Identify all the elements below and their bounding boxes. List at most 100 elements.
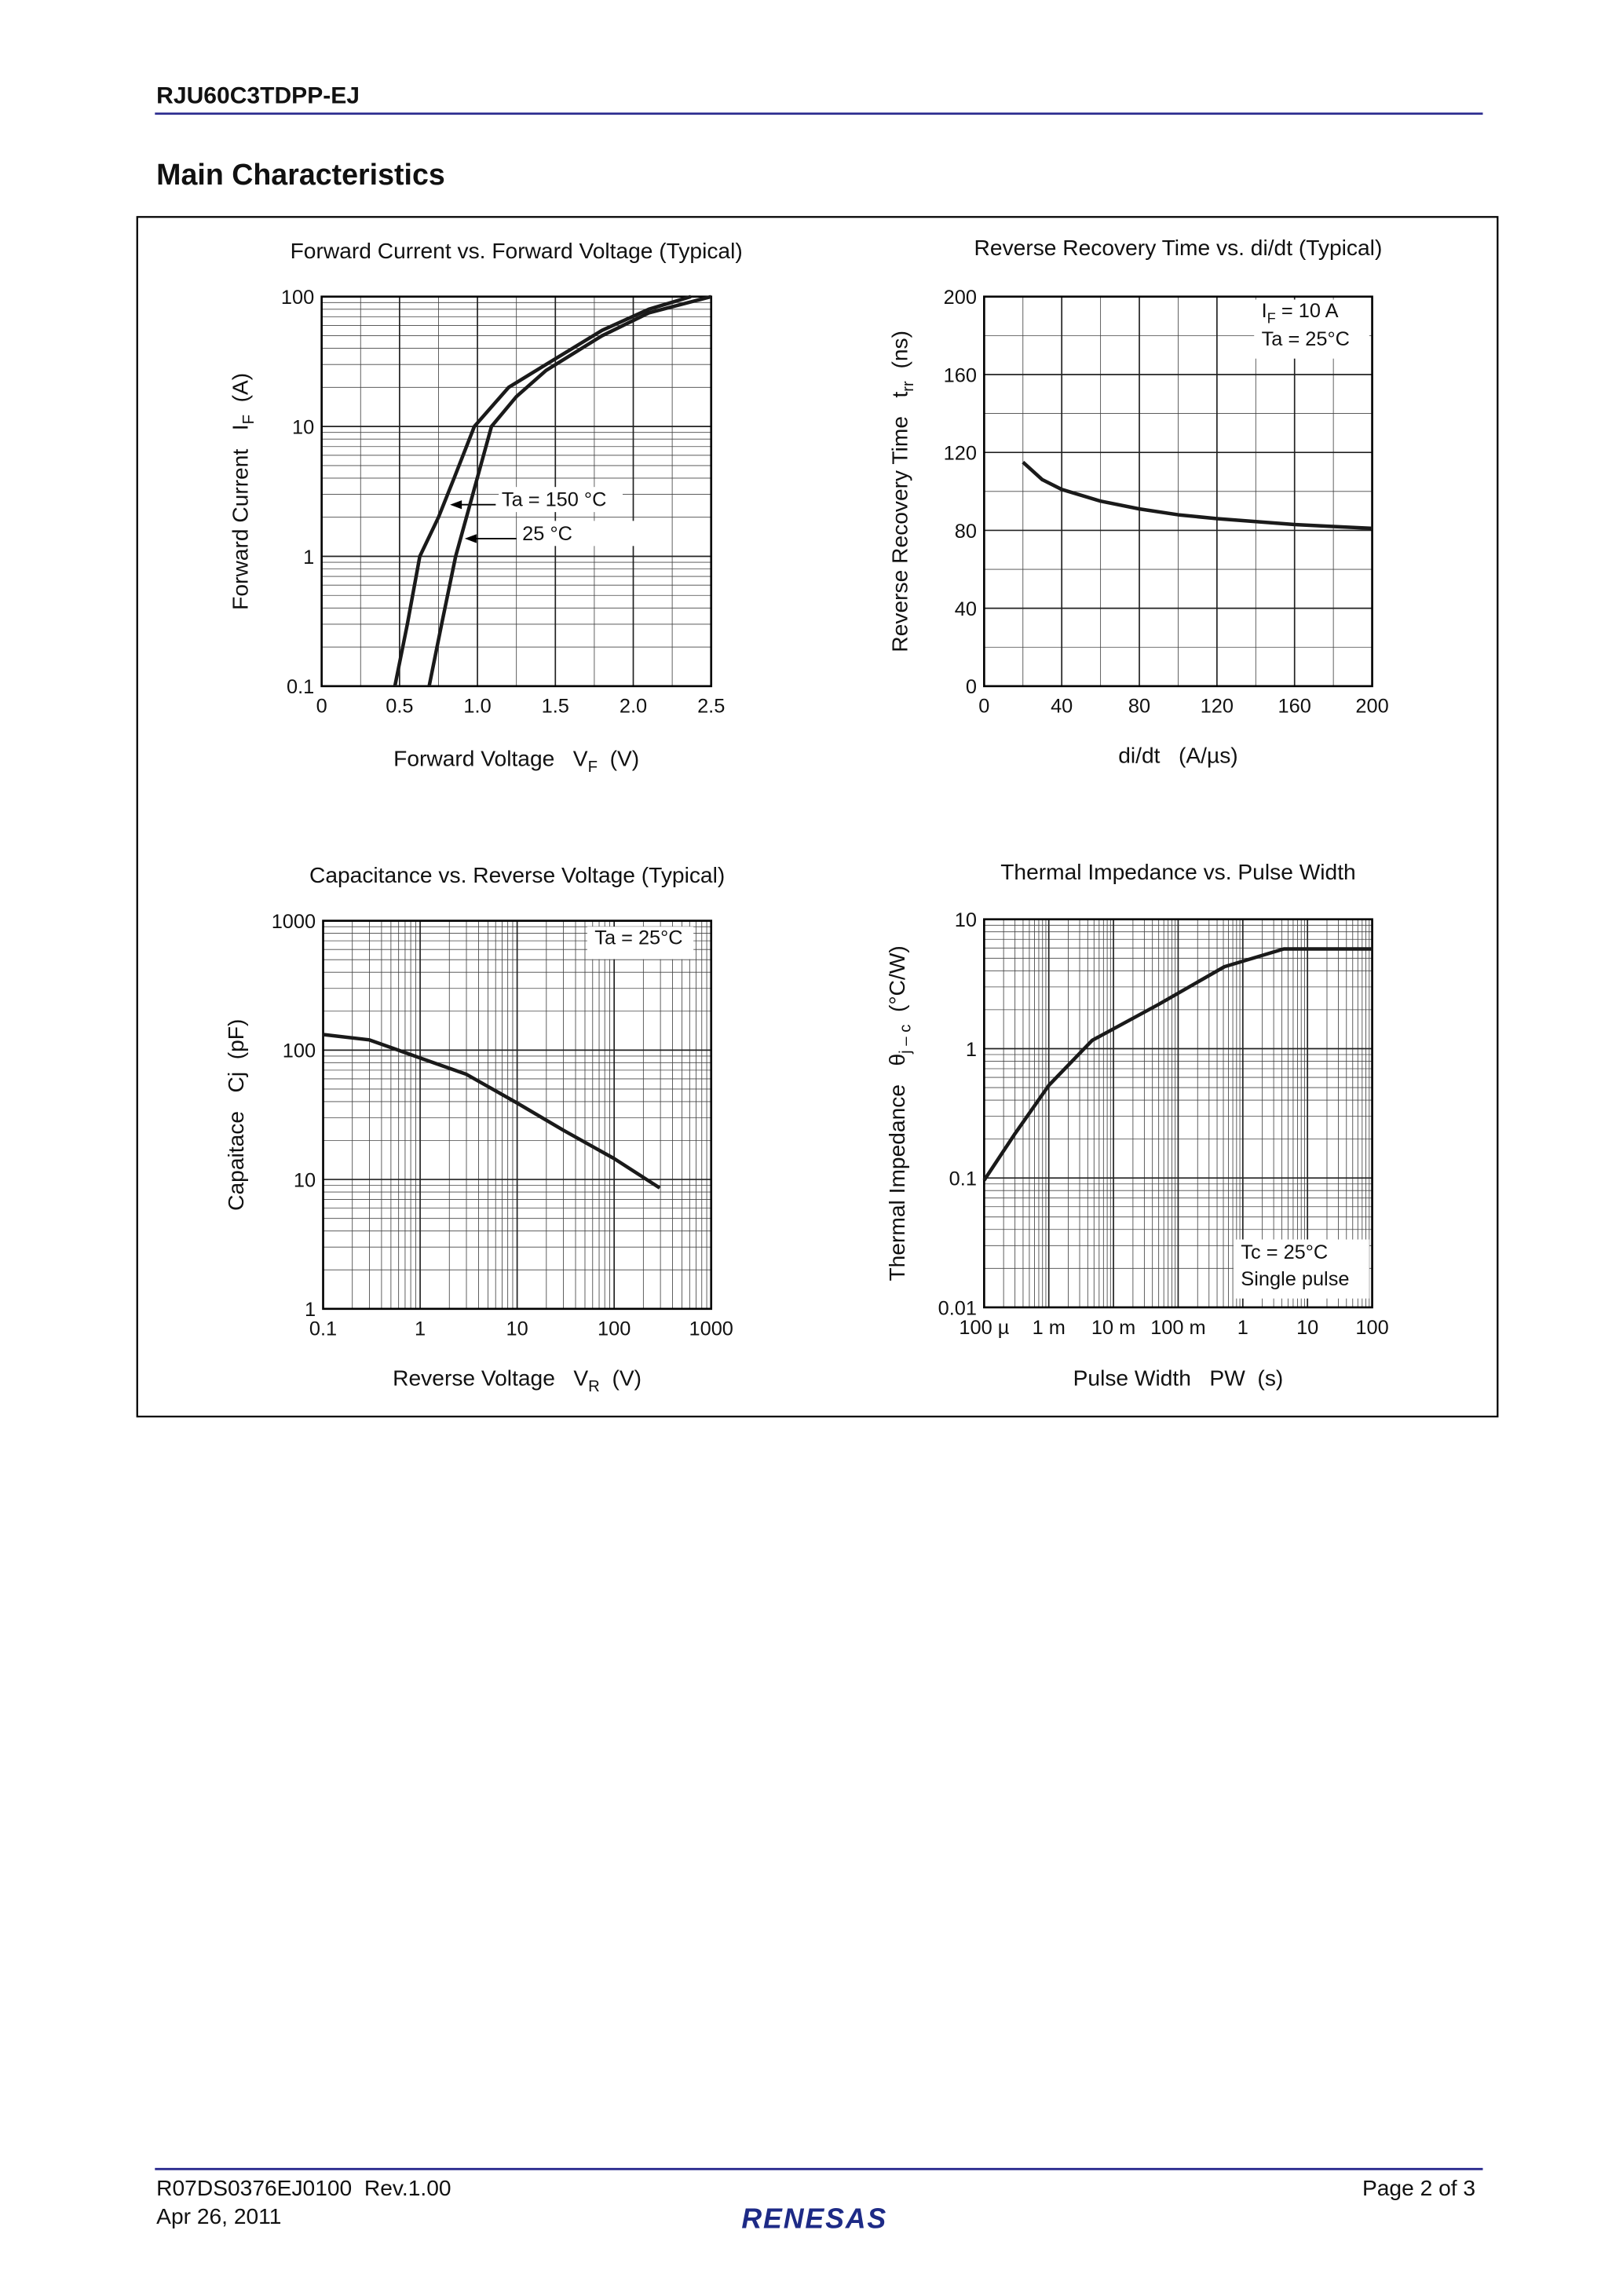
- x-tick-label: 1.5: [542, 696, 569, 718]
- x-tick-label: 100: [1355, 1317, 1388, 1339]
- x-tick-label: 100 µ: [959, 1317, 1009, 1339]
- x-axis-label: Pulse Width PW (s): [1073, 1366, 1284, 1391]
- y-tick-label: 10: [955, 909, 977, 931]
- x-tick-label: 2.0: [620, 696, 647, 718]
- x-tick-label: 100 m: [1150, 1317, 1205, 1339]
- footer-logo: RENESAS: [741, 2203, 887, 2234]
- text-part: = 10 A: [1276, 300, 1339, 322]
- y-tick-label: 100: [281, 287, 314, 309]
- label-background: [499, 487, 623, 513]
- x-axis-label: Reverse Voltage VR (V): [393, 1366, 642, 1396]
- plot-frame: [322, 919, 713, 1311]
- x-tick-label: 0: [316, 696, 327, 718]
- x-tick-label: 40: [1051, 696, 1073, 718]
- arrow-head: [450, 500, 462, 510]
- data-line: [1022, 460, 1373, 531]
- text-part: (V): [598, 745, 639, 770]
- subscript: j – c: [897, 1025, 914, 1055]
- y-axis-label: Forward Current IF (A): [228, 373, 258, 610]
- x-axis-label: Forward Voltage VF (V): [393, 745, 639, 776]
- text-part: (°C/W): [884, 945, 909, 1024]
- x-tick-label: 160: [1278, 696, 1311, 718]
- annotation-background: [1233, 1239, 1369, 1299]
- y-tick-label: 1: [305, 1299, 316, 1321]
- x-tick-label: 0: [978, 696, 989, 718]
- text-part: Forward Voltage V: [393, 745, 588, 770]
- subscript: F: [1267, 310, 1276, 327]
- y-axis-label: Capaitace Cj (pF): [223, 1019, 248, 1211]
- x-axis-label: di/dt (A/µs): [1118, 743, 1237, 768]
- plot-frame: [983, 918, 1373, 1309]
- data-line: [982, 947, 1373, 1182]
- chart: Reverse Recovery Time vs. di/dt (Typical…: [887, 235, 1389, 767]
- x-tick-label: 1: [415, 1318, 426, 1340]
- chart: Forward Current vs. Forward Voltage (Typ…: [228, 238, 743, 776]
- series-label: 25 °C: [522, 523, 572, 545]
- text-part: (V): [600, 1366, 642, 1391]
- x-tick-label: 120: [1201, 696, 1234, 718]
- annotation: Ta = 25°C: [1262, 328, 1350, 350]
- x-tick-label: 200: [1355, 696, 1388, 718]
- y-tick-label: 120: [944, 443, 977, 465]
- annotation: Single pulse: [1241, 1268, 1349, 1290]
- subscript: F: [240, 415, 258, 424]
- x-tick-label: 0.5: [386, 696, 413, 718]
- y-tick-label: 0: [966, 676, 977, 698]
- y-tick-label: 40: [955, 598, 977, 620]
- y-tick-label: 1000: [272, 911, 316, 933]
- chart: Thermal Impedance vs. Pulse Width 100 µ 1 …: [884, 859, 1389, 1391]
- x-tick-label: 1 m: [1033, 1317, 1066, 1339]
- text-part: Forward Current I: [228, 424, 253, 609]
- footer-doc-number: R07DS0376EJ0100 Rev.1.00: [156, 2175, 451, 2200]
- footer-page: Page 2 of 3: [1362, 2175, 1475, 2200]
- chart-title: Capacitance vs. Reverse Voltage (Typical…: [309, 862, 725, 887]
- subscript: R: [588, 1378, 600, 1395]
- y-tick-label: 0.1: [287, 676, 314, 698]
- annotation: Tc = 25°C: [1241, 1241, 1328, 1263]
- annotation: IF = 10 A: [1262, 300, 1339, 327]
- text-part: Thermal Impedance θ: [884, 1054, 909, 1281]
- y-tick-label: 200: [944, 287, 977, 309]
- annotation: Ta = 25°C: [594, 927, 682, 949]
- y-tick-label: 1: [303, 547, 314, 569]
- x-tick-label: 100: [598, 1318, 631, 1340]
- x-tick-label: 10: [506, 1318, 528, 1340]
- annotation-background: [1254, 299, 1369, 359]
- plot-frame: [983, 295, 1373, 688]
- figure-frame: [136, 216, 1499, 1418]
- header-title: RJU60C3TDPP-EJ: [156, 83, 360, 109]
- x-tick-label: 0.1: [309, 1318, 337, 1340]
- subscript: F: [588, 759, 598, 776]
- x-tick-label: 10 m: [1091, 1317, 1135, 1339]
- data-line: [323, 1033, 661, 1190]
- y-tick-label: 160: [944, 364, 977, 386]
- text-part: (ns): [887, 331, 912, 381]
- footer-date: Apr 26, 2011: [156, 2203, 281, 2228]
- arrow-head: [464, 534, 477, 543]
- x-tick-label: 80: [1128, 696, 1150, 718]
- plot-frame: [320, 295, 713, 688]
- x-tick-label: 1.0: [463, 696, 491, 718]
- label-background: [519, 521, 644, 547]
- text-part: I: [1262, 300, 1267, 322]
- y-tick-label: 100: [283, 1040, 316, 1062]
- data-line: [427, 294, 712, 687]
- chart-title: Thermal Impedance vs. Pulse Width: [1000, 859, 1355, 884]
- data-line: [393, 294, 692, 687]
- section-title: Main Characteristics: [156, 158, 445, 191]
- y-tick-label: 10: [294, 1169, 316, 1191]
- x-tick-label: 1000: [689, 1318, 733, 1340]
- y-axis-label: Reverse Recovery Time trr (ns): [887, 331, 918, 653]
- text-part: Reverse Recovery Time t: [887, 392, 912, 653]
- annotation-background: [587, 927, 694, 960]
- x-tick-label: 2.5: [697, 696, 725, 718]
- y-tick-label: 10: [292, 417, 314, 439]
- text-part: (A): [228, 373, 253, 415]
- y-tick-label: 80: [955, 521, 977, 543]
- chart: Capacitance vs. Reverse Voltage (Typical…: [223, 862, 733, 1395]
- chart-title: Forward Current vs. Forward Voltage (Typ…: [291, 238, 743, 263]
- x-tick-label: 10: [1296, 1317, 1318, 1339]
- y-axis-label: Thermal Impedance θj – c (°C/W): [884, 945, 915, 1281]
